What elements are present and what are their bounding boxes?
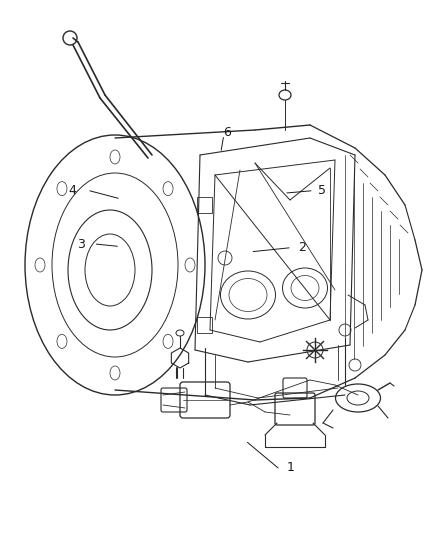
Text: 5: 5 [318,184,325,197]
Text: 4: 4 [68,184,76,197]
Bar [197,317,212,333]
Text: 6: 6 [223,126,231,139]
Bar [197,197,212,213]
Text: 2: 2 [298,241,306,254]
Text: 1: 1 [287,462,295,474]
Text: 3: 3 [77,238,85,251]
